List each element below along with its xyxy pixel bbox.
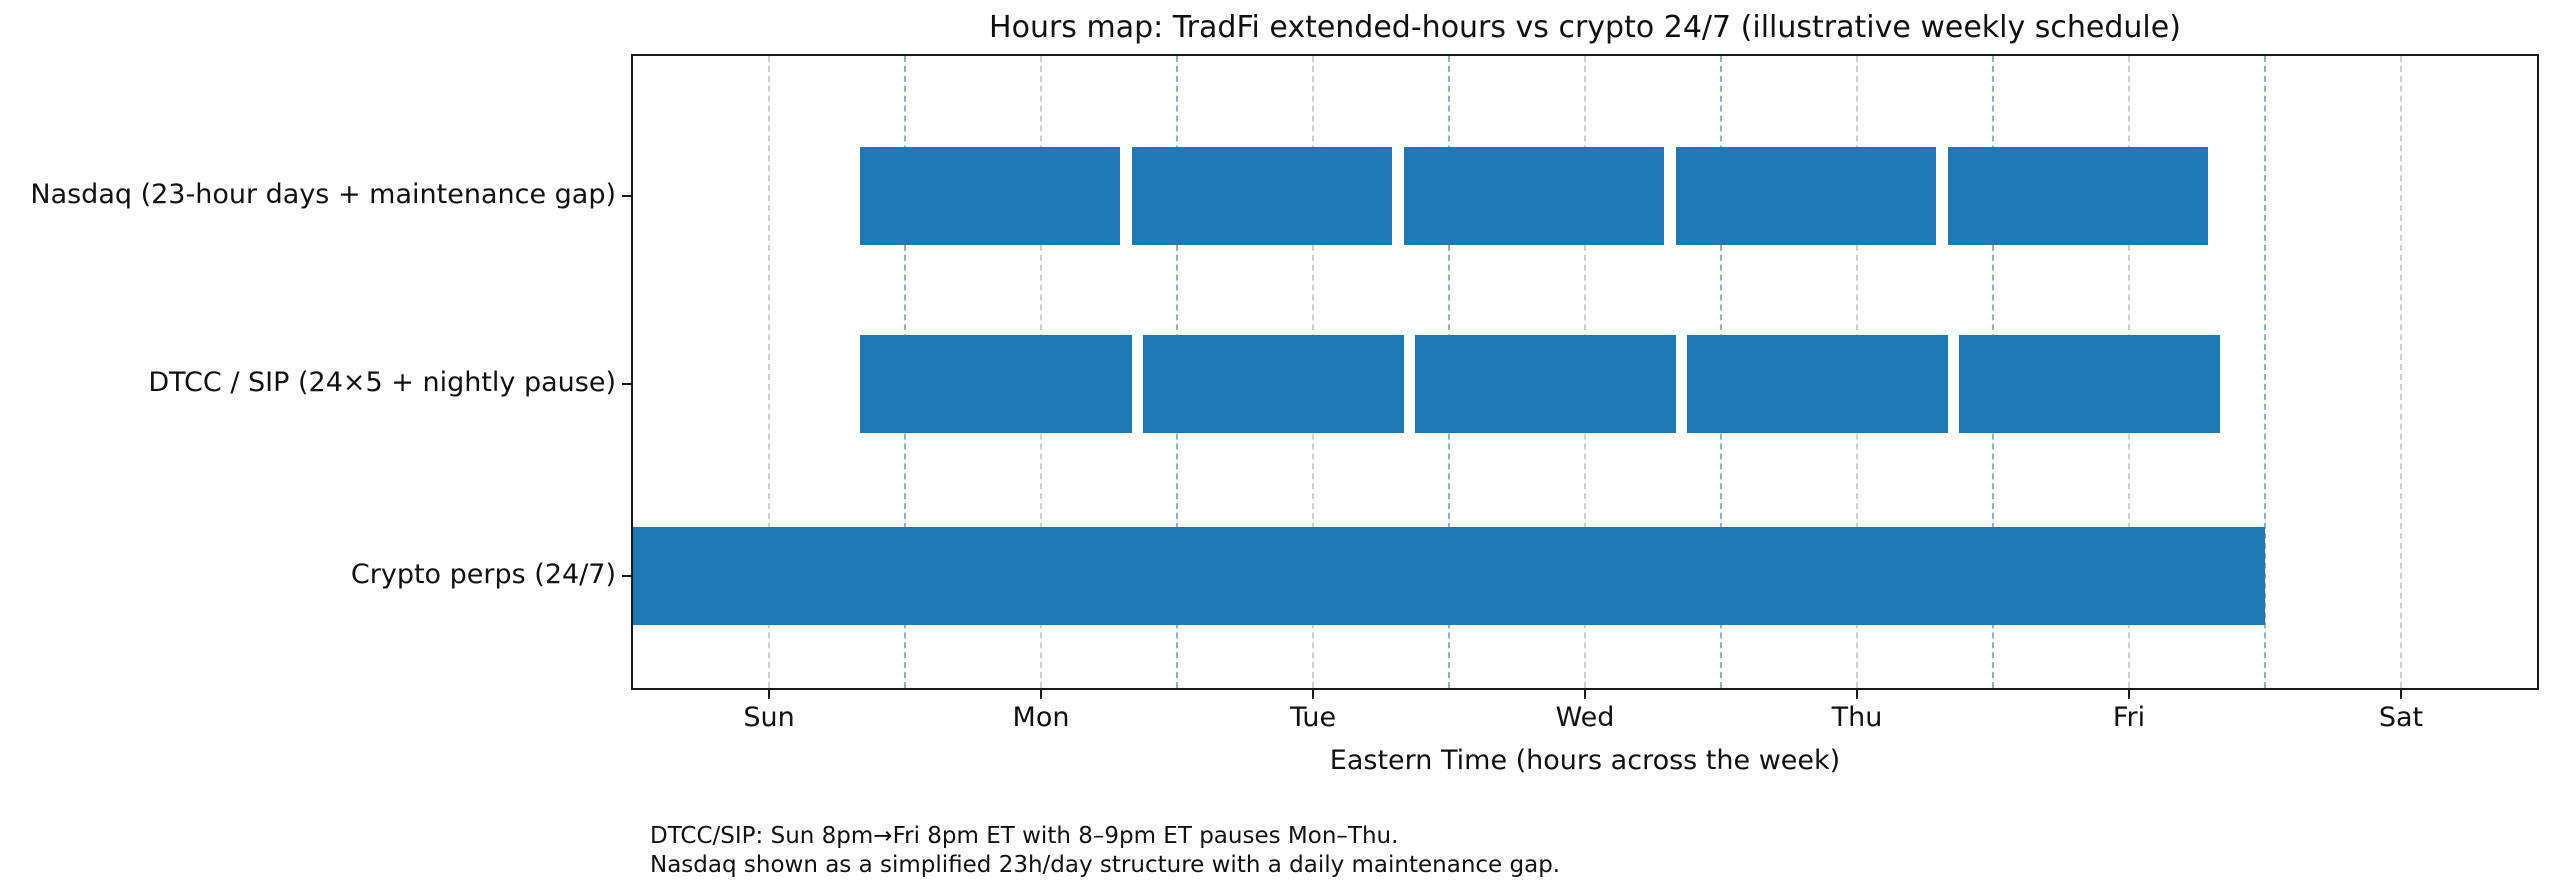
noon-gridline xyxy=(2400,56,2402,688)
bar-segment xyxy=(859,147,1121,245)
bar-segment xyxy=(1687,335,1948,433)
y-tick-mark xyxy=(622,383,633,385)
y-tick-mark xyxy=(622,195,633,197)
row-label: Nasdaq (23-hour days + maintenance gap) xyxy=(30,179,616,210)
x-tick-mark xyxy=(768,688,770,699)
bar-segment xyxy=(1947,147,2209,245)
x-tick-label: Fri xyxy=(2112,702,2146,733)
bar-segment xyxy=(1143,335,1404,433)
footnote-line-2: Nasdaq shown as a simplified 23h/day str… xyxy=(650,852,1561,878)
x-tick-mark xyxy=(1856,688,1858,699)
noon-gridline xyxy=(768,56,770,688)
y-tick-mark xyxy=(622,575,633,577)
bar-segment xyxy=(1131,147,1393,245)
x-tick-label: Sun xyxy=(743,702,795,733)
x-axis-label: Eastern Time (hours across the week) xyxy=(1329,745,1841,776)
x-tick-label: Tue xyxy=(1289,702,1337,733)
x-tick-mark xyxy=(1040,688,1042,699)
x-tick-label: Thu xyxy=(1831,702,1883,733)
x-tick-mark xyxy=(1312,688,1314,699)
x-tick-mark xyxy=(2400,688,2402,699)
x-tick-mark xyxy=(1584,688,1586,699)
x-tick-label: Sat xyxy=(2378,702,2424,733)
x-tick-label: Mon xyxy=(1012,702,1070,733)
bar-segment xyxy=(1415,335,1676,433)
bar-segment xyxy=(1403,147,1665,245)
row-label: DTCC / SIP (24×5 + nightly pause) xyxy=(148,367,616,398)
bar-segment xyxy=(1675,147,1937,245)
x-tick-mark xyxy=(2128,688,2130,699)
bar-segment xyxy=(633,527,2265,625)
bar-segment xyxy=(859,335,1132,433)
x-tick-label: Wed xyxy=(1555,702,1615,733)
chart-title: Hours map: TradFi extended-hours vs cryp… xyxy=(989,10,2181,45)
footnote-line-1: DTCC/SIP: Sun 8pm→Fri 8pm ET with 8–9pm … xyxy=(650,823,1399,849)
bar-segment xyxy=(1959,335,2220,433)
day-boundary-line xyxy=(2264,56,2266,688)
row-label: Crypto perps (24/7) xyxy=(350,559,616,590)
